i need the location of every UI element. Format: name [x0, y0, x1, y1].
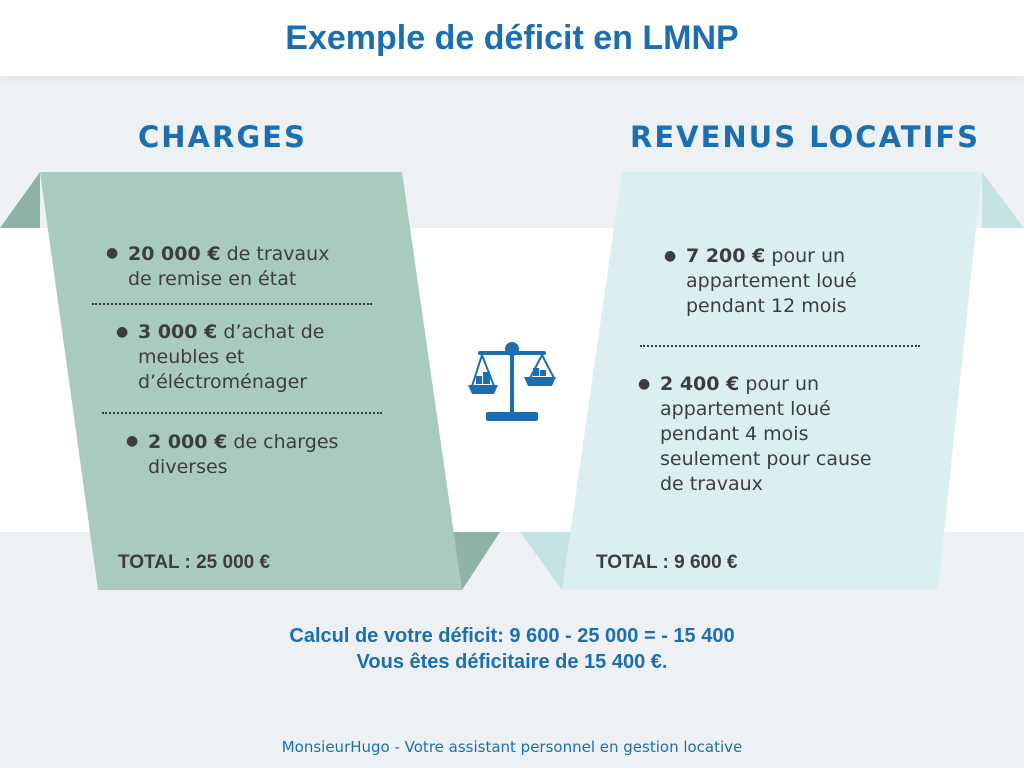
revenus-item-1: 7 200 € pour un appartement loué pendant…: [686, 244, 857, 319]
revenus-ribbon-fold: [982, 172, 1024, 228]
revenus-item-1-line2: appartement loué: [686, 270, 857, 292]
divider: [92, 303, 372, 305]
charges-item-3-line1: de charges: [227, 431, 339, 453]
divider: [640, 345, 920, 347]
revenus-item-2-line5: de travaux: [660, 473, 763, 495]
charges-panel: [40, 172, 462, 590]
calcul-line-2: Vous êtes déficitaire de 15 400 €.: [356, 651, 668, 673]
charges-ribbon-fold: [0, 172, 40, 228]
scale-balance-icon: [468, 342, 556, 421]
revenus-heading: REVENUS LOCATIFS: [630, 120, 981, 154]
bullet-dot: ●: [664, 248, 677, 264]
bullet-dot: ●: [638, 376, 651, 392]
charges-item-2-line2: meubles et: [138, 346, 245, 368]
charges-item-2-line3: d’éléctroménager: [138, 371, 308, 393]
page-title: Exemple de déficit en LMNP: [285, 18, 739, 57]
revenus-item-1-amount: 7 200 €: [686, 245, 766, 267]
revenus-item-2-line4: seulement pour cause: [660, 448, 872, 470]
charges-item-3-line2: diverses: [148, 456, 228, 478]
revenus-item-1-line1: pour un: [765, 245, 846, 267]
charges-item-2-line1: d’achat de: [217, 321, 325, 343]
title-bar: Exemple de déficit en LMNP: [0, 0, 1024, 76]
revenus-total: TOTAL : 9 600 €: [596, 552, 738, 573]
bullet-dot: ●: [106, 245, 119, 261]
bullet-dot: ●: [126, 433, 139, 449]
charges-item-2-amount: 3 000 €: [138, 321, 218, 343]
charges-item-1: 20 000 € de travaux de remise en état: [128, 242, 329, 292]
charges-heading: CHARGES: [138, 120, 307, 154]
charges-item-1-amount: 20 000 €: [128, 243, 221, 265]
revenus-item-1-line3: pendant 12 mois: [686, 295, 847, 317]
revenus-item-2-line3: pendant 4 mois: [660, 423, 809, 445]
charges-ribbon-fold-bottom: [447, 532, 500, 590]
charges-total: TOTAL : 25 000 €: [118, 552, 271, 573]
revenus-item-2-line1: pour un: [739, 373, 820, 395]
divider: [102, 412, 382, 414]
bullet-dot: ●: [116, 324, 129, 340]
footer-credit: MonsieurHugo - Votre assistant personnel…: [281, 738, 743, 756]
calcul-line-1: Calcul de votre déficit: 9 600 - 25 000 …: [289, 625, 735, 647]
revenus-item-2: 2 400 € pour un appartement loué pendant…: [660, 372, 872, 497]
charges-item-1-line2: de remise en état: [128, 268, 297, 290]
revenus-item-2-line2: appartement loué: [660, 398, 831, 420]
revenus-item-2-amount: 2 400 €: [660, 373, 740, 395]
charges-item-1-line1: de travaux: [220, 243, 330, 265]
charges-item-3: 2 000 € de charges diverses: [148, 430, 338, 480]
revenus-ribbon-fold-bottom: [520, 532, 578, 590]
revenus-panel: [562, 172, 982, 590]
charges-item-2: 3 000 € d’achat de meubles et d’éléctrom…: [138, 320, 325, 395]
charges-item-3-amount: 2 000 €: [148, 431, 228, 453]
